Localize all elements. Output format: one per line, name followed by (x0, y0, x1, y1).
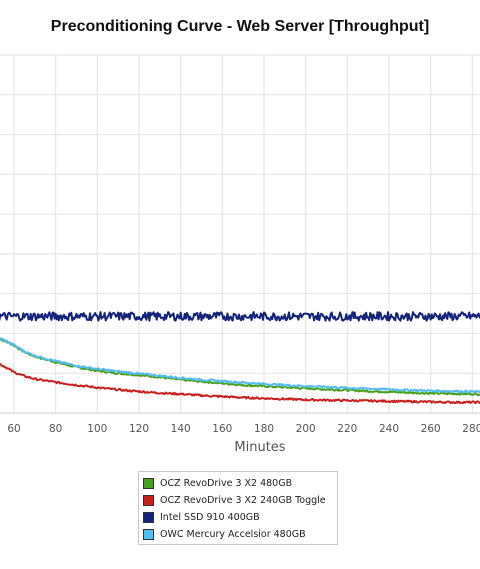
legend-label: OWC Mercury Accelsior 480GB (160, 529, 306, 540)
x-tick-label: 100 (87, 423, 107, 435)
series-line-0 (0, 338, 480, 397)
legend-item: Intel SSD 910 400GB (143, 509, 333, 526)
series-line-3 (0, 337, 480, 394)
x-tick-label: 240 (379, 423, 399, 435)
x-tick-label: 140 (171, 423, 191, 435)
legend: OCZ RevoDrive 3 X2 480GB OCZ RevoDrive 3 … (138, 471, 338, 545)
x-tick-label: 120 (129, 423, 149, 435)
x-tick-label: 280 (462, 423, 480, 435)
x-tick-label: 60 (7, 423, 20, 435)
legend-swatch (143, 529, 154, 540)
series-layer (0, 311, 480, 405)
legend-swatch (143, 495, 154, 506)
legend-item: OCZ RevoDrive 3 X2 240GB Toggle (143, 492, 333, 509)
legend-label: Intel SSD 910 400GB (160, 512, 260, 523)
plot-area: 60 80 100 120 140 160 180 200 220 240 260 280 (0, 54, 480, 435)
x-tick-label: 80 (49, 423, 62, 435)
x-tick-label: 180 (254, 423, 274, 435)
x-tick-label: 200 (296, 423, 316, 435)
series-line-2 (0, 311, 480, 322)
x-tick-label: 220 (337, 423, 357, 435)
grid-lines (0, 54, 480, 414)
x-tick-labels: 60 80 100 120 140 160 180 200 220 240 260 280 (7, 423, 480, 435)
legend-label: OCZ RevoDrive 3 X2 480GB (160, 478, 293, 489)
x-tick-label: 160 (212, 423, 232, 435)
legend-item: OCZ RevoDrive 3 X2 480GB (143, 475, 333, 492)
x-axis-label: Minutes (234, 440, 286, 455)
legend-swatch (143, 478, 154, 489)
x-tick-label: 260 (421, 423, 441, 435)
legend-label: OCZ RevoDrive 3 X2 240GB Toggle (160, 495, 326, 506)
legend-swatch (143, 512, 154, 523)
chart-title: Preconditioning Curve - Web Server [Thro… (50, 18, 430, 35)
series-line-1 (0, 362, 480, 405)
legend-item: OWC Mercury Accelsior 480GB (143, 526, 333, 543)
